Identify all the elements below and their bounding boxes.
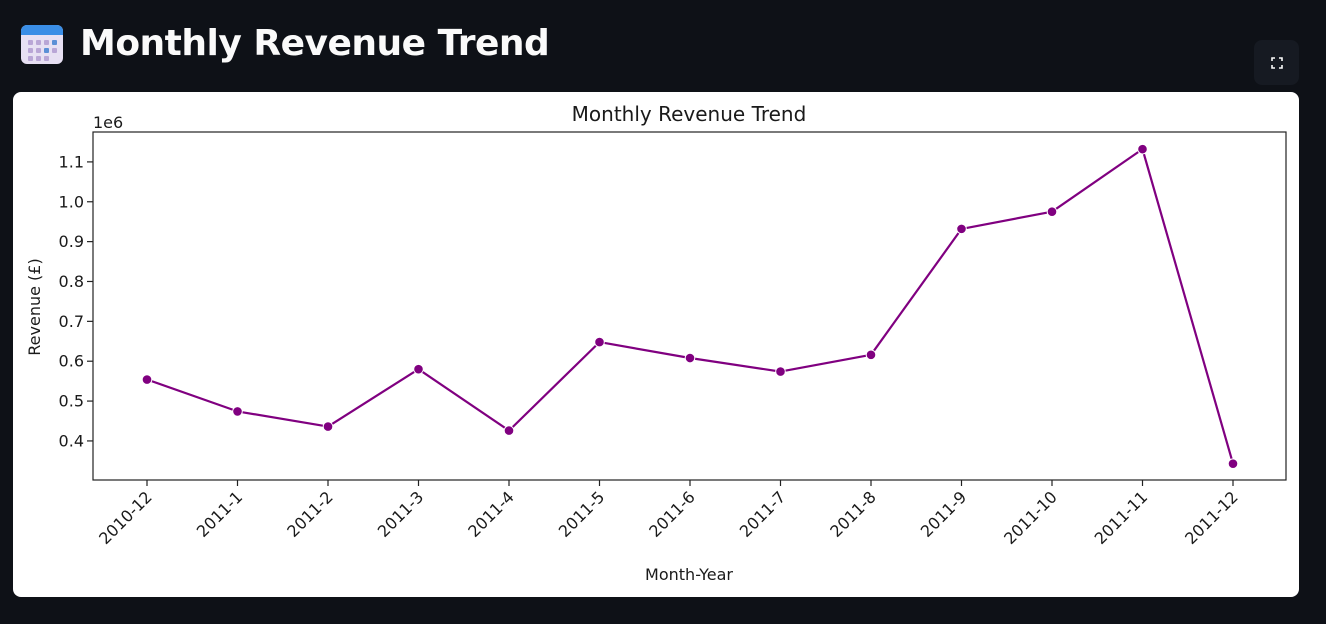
y-offset-label: 1e6 — [93, 113, 123, 132]
data-point-2011-3 — [413, 363, 424, 375]
x-tick-label: 2011-3 — [374, 487, 428, 541]
data-point-2011-5 — [594, 336, 605, 348]
x-tick-label: 2011-1 — [193, 487, 247, 541]
data-point-2011-10 — [1046, 206, 1058, 218]
revenue-line-chart: Monthly Revenue Trend 1e6 Revenue (£) Mo… — [25, 102, 1287, 584]
x-tick-label: 2011-2 — [283, 487, 337, 541]
y-axis-label: Revenue (£) — [25, 258, 44, 355]
y-tick-label: 0.5 — [59, 392, 84, 411]
x-tick-label: 2011-10 — [1000, 487, 1061, 548]
x-tick-label: 2011-5 — [555, 487, 609, 541]
y-tick-label: 0.9 — [59, 232, 84, 251]
page-title: Monthly Revenue Trend — [80, 23, 550, 64]
data-point-2011-2 — [322, 421, 334, 432]
y-tick-label: 0.4 — [59, 431, 84, 450]
y-tick-label: 1.1 — [59, 152, 84, 171]
x-tick-label: 2011-8 — [826, 487, 880, 541]
x-tick-label: 2011-9 — [917, 487, 971, 541]
x-axis-label: Month-Year — [645, 565, 733, 584]
x-tick-label: 2011-4 — [464, 487, 518, 541]
y-tick-label: 0.8 — [59, 272, 84, 291]
x-tick-label: 2011-7 — [736, 487, 790, 541]
chart-title: Monthly Revenue Trend — [572, 102, 807, 126]
page-header: Monthly Revenue Trend — [20, 18, 550, 70]
x-axis-ticks: 2010-12 2011-1 2011-2 2011-3 2011-4 2011-5 201… — [95, 480, 1242, 548]
y-tick-label: 0.6 — [59, 352, 84, 371]
x-tick-label: 2010-12 — [95, 487, 156, 548]
series-group — [141, 143, 1239, 469]
fullscreen-button[interactable] — [1254, 40, 1299, 85]
plot-area-frame — [92, 131, 1287, 481]
data-point-2011-7 — [775, 366, 786, 377]
data-point-2011-11 — [1137, 143, 1148, 155]
series-line — [146, 147, 1235, 465]
y-tick-label: 0.7 — [59, 312, 84, 331]
x-tick-label: 2011-12 — [1181, 487, 1242, 548]
x-tick-label: 2011-11 — [1091, 487, 1152, 548]
data-point-2011-1 — [232, 406, 243, 417]
chart-card: Monthly Revenue Trend 1e6 Revenue (£) Mo… — [13, 92, 1299, 597]
data-point-2011-12 — [1227, 458, 1239, 469]
x-tick-label: 2011-6 — [645, 487, 699, 541]
calendar-icon — [20, 22, 64, 66]
fullscreen-icon — [1270, 56, 1283, 69]
data-point-2011-8 — [865, 349, 877, 361]
data-point-2011-6 — [684, 352, 696, 364]
y-tick-label: 1.0 — [59, 192, 84, 211]
data-point-2010-12 — [141, 374, 153, 385]
data-point-2011-4 — [503, 425, 515, 436]
data-point-2011-9 — [956, 223, 967, 235]
y-axis-ticks: 0.4 0.5 0.6 0.7 0.8 0.9 1.0 1.1 — [59, 152, 93, 450]
